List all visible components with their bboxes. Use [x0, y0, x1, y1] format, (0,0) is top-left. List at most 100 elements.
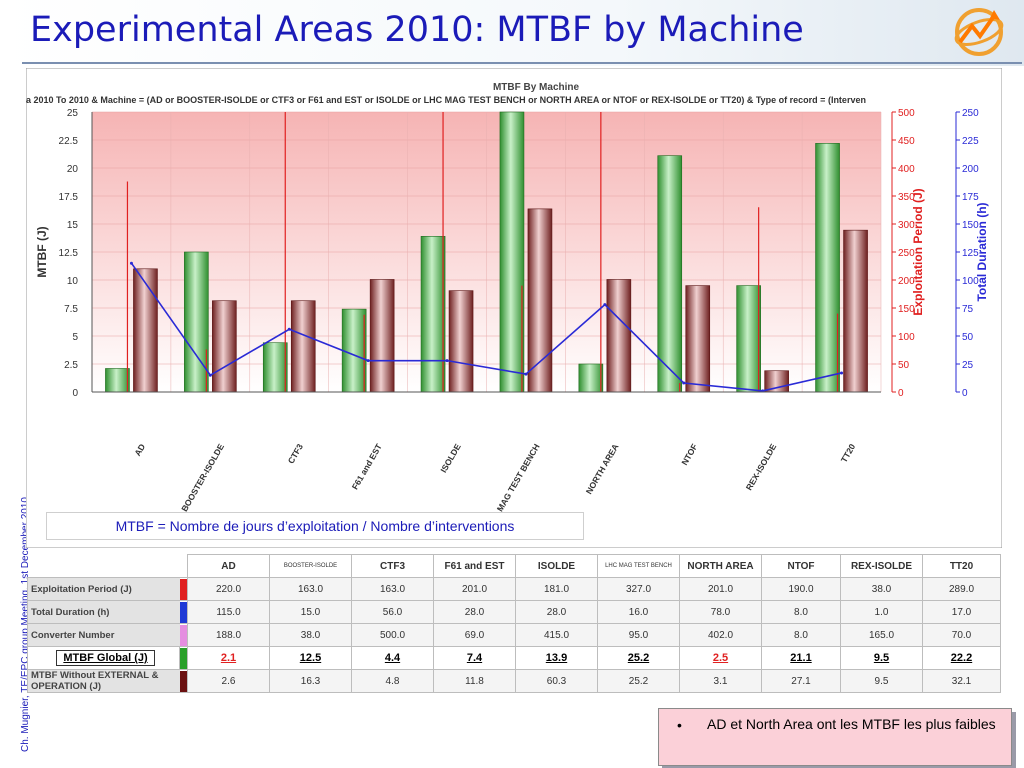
table-cell: 16.3 — [269, 669, 352, 693]
table-cell: 115.0 — [187, 600, 270, 624]
table-cell: 25.2 — [597, 646, 680, 670]
table-row-label: MTBF Without EXTERNAL & OPERATION (J) — [27, 669, 180, 693]
table-cell: 70.0 — [922, 623, 1001, 647]
exploitation-bar — [448, 290, 474, 393]
table-cell: 38.0 — [840, 577, 923, 601]
table-cell: 56.0 — [351, 600, 434, 624]
total-duration-point — [840, 371, 844, 375]
y2-tick-label: 400 — [898, 164, 915, 175]
exploitation-bar — [527, 208, 553, 393]
table-cell: 500.0 — [351, 623, 434, 647]
y-tick-label: 0 — [72, 388, 78, 399]
mtbf-bar — [184, 251, 209, 393]
title-bar: Experimental Areas 2010: MTBF by Machine — [0, 0, 1024, 66]
y2-tick-label: 300 — [898, 220, 915, 231]
table-cell: 16.0 — [597, 600, 680, 624]
conclusion-text: AD et North Area ont les MTBF les plus f… — [707, 716, 996, 732]
table-col-header: CTF3 — [351, 554, 434, 578]
exploitation-bar — [369, 279, 395, 393]
mtbf-bar — [736, 285, 761, 393]
y3-tick-label: 100 — [962, 276, 979, 287]
y2-tick-label: 100 — [898, 332, 915, 343]
title-rule — [22, 62, 1022, 64]
table-cell: 17.0 — [922, 600, 1001, 624]
table-col-header: BOOSTER-ISOLDE — [269, 554, 352, 578]
exploitation-bar — [606, 279, 632, 393]
cern-logo-icon — [954, 8, 1004, 56]
table-cell: 163.0 — [351, 577, 434, 601]
table-cell: 8.0 — [761, 623, 841, 647]
y2-tick-label: 350 — [898, 192, 915, 203]
data-table: AD BOOSTER-ISOLDE CTF3 F61 and EST ISOLD… — [27, 554, 1001, 693]
y3-tick-label: 75 — [962, 304, 974, 315]
y-tick-label: 20 — [67, 164, 79, 175]
table-row: MTBF Global (J) 2.1 12.5 4.4 7.4 13.9 25.2 2.5 2… — [27, 646, 1001, 670]
table-row-label: Exploitation Period (J) — [27, 577, 180, 601]
table-cell: 60.3 — [515, 669, 598, 693]
total-duration-point — [208, 373, 212, 377]
exploitation-bar — [685, 285, 711, 393]
mtbf-bar — [105, 368, 130, 393]
total-duration-point — [682, 381, 686, 385]
table-cell: 415.0 — [515, 623, 598, 647]
table-cell: 165.0 — [840, 623, 923, 647]
table-cell: 21.1 — [761, 646, 841, 670]
table-cell: 2.6 — [187, 669, 270, 693]
table-cell: 7.4 — [433, 646, 516, 670]
table-cell: 402.0 — [679, 623, 762, 647]
table-col-header: NORTH AREA — [679, 554, 762, 578]
table-header-row: AD BOOSTER-ISOLDE CTF3 F61 and EST ISOLD… — [27, 554, 1001, 578]
table-cell: 4.8 — [351, 669, 434, 693]
exploitation-bar — [843, 229, 868, 393]
exploitation-bar — [212, 300, 237, 393]
total-duration-line — [130, 262, 842, 392]
mtbf-bar — [657, 155, 683, 393]
table-cell: 1.0 — [840, 600, 923, 624]
y2-axis-label: Exploitation Period (J) — [911, 188, 925, 315]
table-cell: 95.0 — [597, 623, 680, 647]
table-row: Exploitation Period (J) 220.0 163.0 163.0 20… — [27, 577, 1001, 601]
y2-tick-label: 450 — [898, 136, 915, 147]
table-row: Total Duration (h) 115.0 15.0 56.0 28.0 28.0 1… — [27, 600, 1001, 624]
series-color-swatch — [179, 623, 188, 647]
y3-tick-label: 225 — [962, 136, 979, 147]
conclusion-note: • AD et North Area ont les MTBF les plus… — [658, 708, 1012, 766]
table-cell: 163.0 — [269, 577, 352, 601]
table-row: Converter Number 188.0 38.0 500.0 69.0 415.0 9… — [27, 623, 1001, 647]
table-row: MTBF Without EXTERNAL & OPERATION (J) 2.6… — [27, 669, 1001, 693]
mtbf-bar — [341, 308, 367, 393]
y-tick-label: 10 — [67, 276, 79, 287]
table-cell: 8.0 — [761, 600, 841, 624]
table-cell: 38.0 — [269, 623, 352, 647]
table-cell: 181.0 — [515, 577, 598, 601]
table-cell: 2.5 — [679, 646, 762, 670]
y3-axis-label: Total Duration (h) — [975, 202, 989, 301]
exploitation-bar — [133, 268, 158, 393]
table-col-header: TT20 — [922, 554, 1001, 578]
mtbf-formula: MTBF = Nombre de jours d’exploitation / … — [46, 512, 584, 540]
table-row-label: Total Duration (h) — [27, 600, 180, 624]
series-lines — [126, 112, 844, 393]
y2-tick-label: 50 — [898, 360, 910, 371]
table-cell: 12.5 — [269, 646, 352, 670]
total-duration-point — [603, 303, 607, 307]
table-col-header: LHC MAG TEST BENCH — [597, 554, 680, 578]
table-cell: 28.0 — [433, 600, 516, 624]
table-cell: 78.0 — [679, 600, 762, 624]
y2-tick-label: 200 — [898, 276, 915, 287]
table-col-header: NTOF — [761, 554, 841, 578]
table-cell: 11.8 — [433, 669, 516, 693]
chart-title: MTBF By Machine — [493, 82, 580, 93]
total-duration-point — [287, 327, 291, 331]
table-cell: 13.9 — [515, 646, 598, 670]
table-cell: 327.0 — [597, 577, 680, 601]
mtbf-bar — [420, 236, 446, 393]
y3-tick-label: 250 — [962, 108, 979, 119]
total-duration-point — [524, 372, 528, 376]
bullet-icon: • — [677, 717, 682, 733]
table-cell: 220.0 — [187, 577, 270, 601]
table-cell: 9.5 — [840, 669, 923, 693]
y-tick-label: 2.5 — [64, 360, 78, 371]
y-tick-label: 12.5 — [59, 248, 79, 259]
y2-tick-label: 0 — [898, 388, 904, 399]
